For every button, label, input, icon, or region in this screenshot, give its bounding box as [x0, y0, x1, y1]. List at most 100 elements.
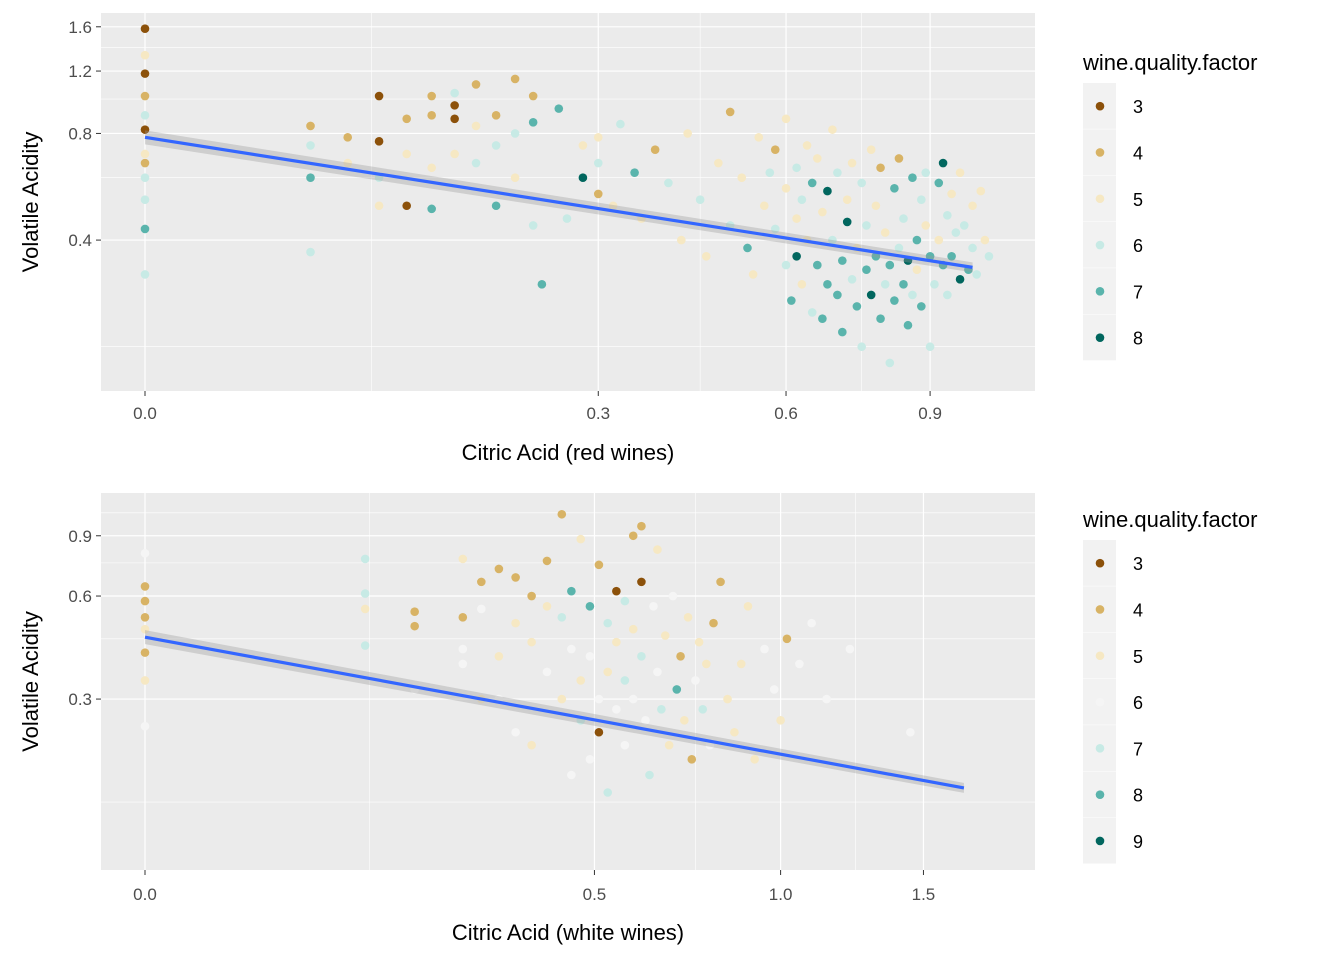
- data-point: [866, 290, 876, 300]
- data-point: [140, 50, 150, 60]
- y-tick-label: 0.9: [68, 527, 92, 546]
- data-point: [140, 125, 150, 134]
- data-point: [360, 604, 370, 614]
- data-point: [557, 694, 567, 704]
- data-point: [781, 260, 791, 270]
- y-tick-label: 1.6: [68, 18, 92, 37]
- data-point: [450, 88, 459, 98]
- data-point: [471, 121, 481, 131]
- data-point: [637, 521, 646, 531]
- data-point: [701, 251, 711, 261]
- data-point: [908, 290, 917, 300]
- legend-swatch: [1095, 101, 1105, 111]
- data-point: [880, 228, 890, 237]
- data-point: [594, 694, 604, 704]
- data-point: [557, 613, 567, 622]
- data-point: [760, 644, 769, 654]
- y-tick-label: 0.6: [68, 587, 92, 606]
- data-point: [471, 80, 481, 89]
- data-point: [730, 727, 739, 737]
- data-point: [695, 195, 705, 205]
- data-point: [554, 104, 564, 113]
- data-point: [792, 251, 801, 261]
- data-point: [723, 694, 732, 704]
- data-point: [637, 577, 646, 587]
- data-point: [510, 129, 520, 138]
- data-point: [140, 173, 150, 183]
- data-point: [450, 101, 459, 110]
- data-point: [795, 659, 804, 669]
- data-point: [750, 755, 759, 764]
- data-point: [980, 235, 990, 245]
- data-point: [807, 178, 817, 188]
- data-point: [769, 685, 779, 694]
- data-point: [672, 685, 682, 694]
- data-point: [972, 270, 981, 279]
- data-point: [306, 247, 315, 257]
- data-point: [653, 545, 662, 554]
- data-point: [458, 554, 468, 564]
- data-point: [765, 168, 775, 177]
- data-point: [402, 114, 411, 124]
- data-point: [537, 280, 547, 289]
- data-point: [664, 178, 673, 188]
- data-point: [702, 659, 711, 669]
- data-point: [852, 302, 862, 311]
- data-point: [527, 591, 536, 601]
- data-point: [833, 290, 842, 300]
- data-point: [527, 637, 536, 647]
- data-point: [934, 235, 944, 245]
- data-point: [585, 755, 595, 764]
- data-point: [813, 154, 822, 163]
- data-point: [792, 163, 801, 173]
- legend-item-8: 8: [1083, 314, 1143, 361]
- data-point: [140, 582, 150, 591]
- data-point: [612, 637, 621, 647]
- data-point: [458, 644, 468, 654]
- data-point: [862, 265, 871, 274]
- x-tick-label: 0.9: [918, 404, 942, 423]
- data-point: [925, 251, 935, 261]
- data-point: [140, 676, 150, 685]
- legend-swatch: [1095, 194, 1105, 204]
- data-point: [938, 158, 948, 168]
- data-point: [797, 280, 807, 289]
- chart-panel-2: 0.3 0.6 0.9 0.0 0.5 1.0 1.5 Citric Acid (white …: [18, 493, 1257, 945]
- chart-panel-1: 0.4 0.8 1.2 1.6 0.0 0.3 0.6 0.9 Citric Acid (red…: [18, 13, 1257, 465]
- legend-item-7: 7: [1083, 268, 1143, 314]
- data-point: [822, 694, 831, 704]
- data-point: [427, 204, 436, 214]
- gridlines: [101, 13, 1035, 391]
- data-point: [748, 270, 758, 279]
- data-point: [542, 556, 552, 566]
- legend: wine.quality.factor 3 4 5 6 7 8 9: [1082, 507, 1257, 864]
- data-point: [140, 149, 150, 159]
- data-point: [374, 137, 384, 146]
- legend-swatch: [1095, 240, 1105, 250]
- data-point: [410, 607, 419, 616]
- data-point: [947, 251, 956, 261]
- data-point: [630, 168, 639, 177]
- legend-title: wine.quality.factor: [1082, 50, 1257, 75]
- data-point: [140, 224, 150, 234]
- legend-label: 4: [1133, 600, 1143, 620]
- axes: 0.3 0.6 0.9 0.0 0.5 1.0 1.5: [68, 527, 935, 904]
- data-point: [567, 770, 576, 780]
- data-point: [921, 168, 931, 177]
- y-axis-title: Volatile Acidity: [18, 132, 43, 273]
- data-point: [743, 601, 753, 611]
- data-point: [140, 270, 150, 279]
- data-point: [410, 621, 419, 631]
- data-point: [528, 221, 538, 230]
- x-tick-label: 0.0: [133, 885, 157, 904]
- data-point: [660, 631, 670, 640]
- legend-swatch: [1095, 558, 1105, 568]
- data-point: [842, 195, 852, 205]
- data-point: [594, 727, 604, 737]
- data-point: [140, 596, 150, 606]
- legend-swatch: [1095, 836, 1105, 846]
- axes: 0.4 0.8 1.2 1.6 0.0 0.3 0.6 0.9: [68, 18, 942, 423]
- data-point: [360, 554, 370, 564]
- legend-label: 7: [1133, 739, 1143, 759]
- data-point: [140, 69, 150, 78]
